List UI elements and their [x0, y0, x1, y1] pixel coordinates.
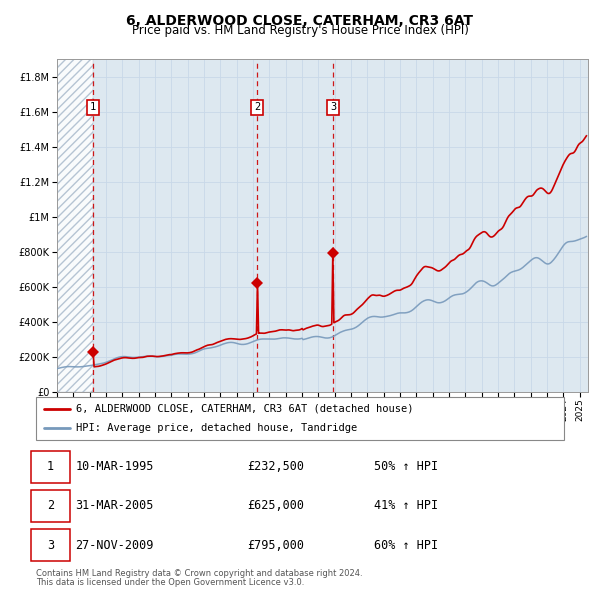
- Text: 60% ↑ HPI: 60% ↑ HPI: [374, 539, 438, 552]
- Text: 1: 1: [47, 460, 54, 473]
- Text: Price paid vs. HM Land Registry's House Price Index (HPI): Price paid vs. HM Land Registry's House …: [131, 24, 469, 37]
- Text: 2: 2: [47, 499, 54, 513]
- Text: 6, ALDERWOOD CLOSE, CATERHAM, CR3 6AT: 6, ALDERWOOD CLOSE, CATERHAM, CR3 6AT: [127, 14, 473, 28]
- Text: 2: 2: [254, 102, 260, 112]
- FancyBboxPatch shape: [36, 397, 564, 440]
- Text: 50% ↑ HPI: 50% ↑ HPI: [374, 460, 438, 473]
- FancyBboxPatch shape: [31, 490, 70, 522]
- Bar: [57, 59, 93, 392]
- Text: £232,500: £232,500: [247, 460, 304, 473]
- Text: 27-NOV-2009: 27-NOV-2009: [76, 539, 154, 552]
- Text: 6, ALDERWOOD CLOSE, CATERHAM, CR3 6AT (detached house): 6, ALDERWOOD CLOSE, CATERHAM, CR3 6AT (d…: [76, 404, 413, 414]
- FancyBboxPatch shape: [31, 451, 70, 483]
- Text: 3: 3: [330, 102, 336, 112]
- Text: 10-MAR-1995: 10-MAR-1995: [76, 460, 154, 473]
- Text: 31-MAR-2005: 31-MAR-2005: [76, 499, 154, 513]
- FancyBboxPatch shape: [31, 529, 70, 561]
- Text: 3: 3: [47, 539, 54, 552]
- Text: 1: 1: [89, 102, 96, 112]
- Text: £795,000: £795,000: [247, 539, 304, 552]
- Text: Contains HM Land Registry data © Crown copyright and database right 2024.: Contains HM Land Registry data © Crown c…: [36, 569, 362, 578]
- Text: £625,000: £625,000: [247, 499, 304, 513]
- Text: 41% ↑ HPI: 41% ↑ HPI: [374, 499, 438, 513]
- Text: HPI: Average price, detached house, Tandridge: HPI: Average price, detached house, Tand…: [76, 423, 357, 433]
- Text: This data is licensed under the Open Government Licence v3.0.: This data is licensed under the Open Gov…: [36, 578, 304, 587]
